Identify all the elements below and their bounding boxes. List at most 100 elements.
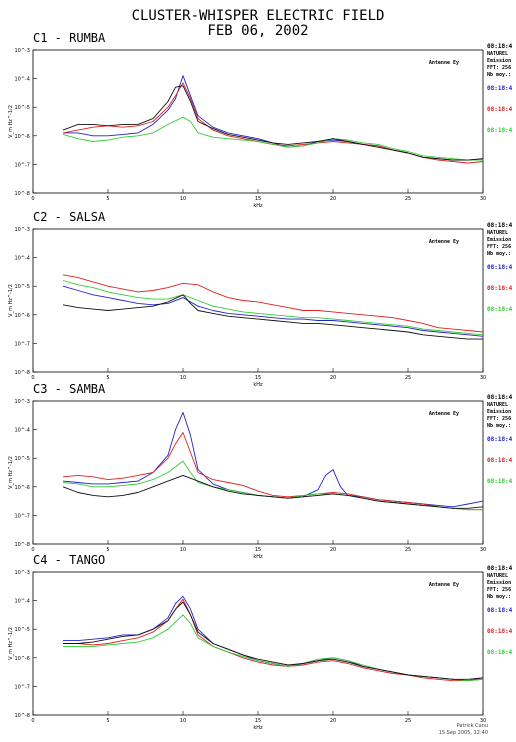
x-tick-label: 0 bbox=[31, 196, 34, 202]
plot-frame bbox=[32, 400, 484, 545]
side-label: 08:18:4 bbox=[487, 43, 513, 50]
x-tick-label: 15 bbox=[255, 718, 261, 724]
side-label: 08:18:4 bbox=[487, 565, 513, 572]
side-label: Emission bbox=[487, 58, 511, 64]
x-tick-label: 25 bbox=[405, 547, 411, 553]
x-tick-label: 10 bbox=[180, 547, 186, 553]
series-line-red bbox=[62, 82, 484, 164]
panels: C1 - RUMBA 10^-8 10^-7 10^-6 10^-5 10^-4 10^-3… bbox=[8, 31, 513, 731]
x-tick-label: 10 bbox=[180, 196, 186, 202]
y-tick-label: 10^-7 bbox=[14, 684, 30, 690]
side-label: 08:18:4 bbox=[487, 264, 513, 271]
y-axis-label: V_m Hz^-1/2 bbox=[8, 627, 14, 660]
x-tick-label: 10 bbox=[180, 375, 186, 381]
x-tick-label: 20 bbox=[330, 196, 336, 202]
series-line-black bbox=[62, 474, 484, 509]
x-tick-label: 25 bbox=[405, 375, 411, 381]
chart-panel: C1 - RUMBA 10^-8 10^-7 10^-6 10^-5 10^-4 10^-3… bbox=[8, 31, 513, 209]
y-axis-label: V_m Hz^-1/2 bbox=[8, 284, 14, 317]
side-label: 08:18:4 bbox=[487, 285, 513, 292]
side-label: 08:18:4 bbox=[487, 394, 513, 401]
x-tick-label: 0 bbox=[31, 718, 34, 724]
side-label: 08:18:4 bbox=[487, 106, 513, 113]
x-tick-label: 25 bbox=[405, 718, 411, 724]
side-label: 08:18:4 bbox=[487, 457, 513, 464]
series-line-green bbox=[62, 460, 483, 511]
y-tick-label: 10^-8 bbox=[14, 713, 30, 719]
y-tick-label: 10^-5 bbox=[14, 456, 30, 462]
y-tick-label: 10^-5 bbox=[14, 284, 30, 290]
side-label: 08:18:4 bbox=[487, 649, 513, 656]
y-tick-label: 10^-4 bbox=[14, 77, 30, 83]
side-label: Nb moy.: bbox=[487, 594, 511, 600]
y-tick-label: 10^-3 bbox=[14, 227, 30, 233]
credit-date: 15 Sep 2005, 12:40 bbox=[439, 730, 488, 736]
y-tick-label: 10^-8 bbox=[14, 370, 30, 376]
series-line-blue bbox=[63, 595, 484, 682]
side-label: Emission bbox=[487, 580, 511, 586]
series-line-green bbox=[63, 614, 484, 682]
x-tick-label: 15 bbox=[255, 196, 261, 202]
series-line-red bbox=[63, 598, 484, 682]
y-tick-label: 10^-5 bbox=[14, 627, 30, 633]
side-label: 08:18:4 bbox=[487, 306, 513, 313]
panel-title: C4 - TANGO bbox=[33, 553, 105, 567]
x-tick-label: 20 bbox=[330, 375, 336, 381]
side-label: Emission bbox=[487, 237, 511, 243]
side-label: NATUREL bbox=[487, 402, 508, 408]
side-label: 08:18:4 bbox=[487, 85, 513, 92]
figure-title-line1: CLUSTER-WHISPER ELECTRIC FIELD bbox=[132, 8, 385, 24]
y-tick-label: 10^-4 bbox=[14, 599, 30, 605]
side-label: FFT: 256 bbox=[487, 244, 511, 250]
x-tick-label: 20 bbox=[330, 718, 336, 724]
side-label: 08:18:4 bbox=[487, 127, 513, 134]
x-tick-label: 0 bbox=[31, 375, 34, 381]
x-tick-label: 5 bbox=[106, 196, 109, 202]
y-tick-label: 10^-3 bbox=[14, 48, 30, 54]
plot-frame bbox=[32, 49, 484, 194]
panel-title: C2 - SALSA bbox=[33, 210, 106, 224]
antenna-annotation: Antenne Ey bbox=[429, 60, 459, 66]
x-tick-label: 0 bbox=[31, 547, 34, 553]
antenna-annotation: Antenne Ey bbox=[429, 239, 459, 245]
y-tick-label: 10^-4 bbox=[14, 428, 30, 434]
y-tick-label: 10^-6 bbox=[14, 485, 30, 491]
series-line-red bbox=[62, 274, 484, 333]
y-tick-label: 10^-6 bbox=[14, 134, 30, 140]
credit-author: Patrick Canu bbox=[457, 723, 488, 729]
side-label: FFT: 256 bbox=[487, 587, 511, 593]
x-tick-label: 5 bbox=[106, 547, 109, 553]
side-label: FFT: 256 bbox=[487, 416, 511, 422]
panel-title: C1 - RUMBA bbox=[33, 31, 106, 45]
y-axis-label: V_m Hz^-1/2 bbox=[8, 105, 14, 138]
x-axis-label: kHz bbox=[253, 382, 263, 388]
series-line-black bbox=[62, 85, 484, 161]
x-tick-label: 15 bbox=[255, 375, 261, 381]
y-tick-label: 10^-8 bbox=[14, 191, 30, 197]
antenna-annotation: Antenne Ey bbox=[429, 411, 459, 417]
series-line-green bbox=[62, 280, 484, 336]
side-label: NATUREL bbox=[487, 573, 508, 579]
figure-title-line2: FEB 06, 2002 bbox=[207, 23, 308, 39]
y-tick-label: 10^-6 bbox=[14, 656, 30, 662]
side-label: Emission bbox=[487, 409, 511, 415]
plot-frame bbox=[32, 228, 484, 373]
y-tick-label: 10^-7 bbox=[14, 162, 30, 168]
x-tick-label: 20 bbox=[330, 547, 336, 553]
chart-panel: C2 - SALSA 10^-8 10^-7 10^-6 10^-5 10^-4 10^-3… bbox=[8, 210, 513, 388]
side-label: 08:18:4 bbox=[487, 436, 513, 443]
y-tick-label: 10^-4 bbox=[14, 256, 30, 262]
side-label: 08:18:4 bbox=[487, 222, 513, 229]
side-label: Nb moy.: bbox=[487, 423, 511, 429]
y-tick-label: 10^-6 bbox=[14, 313, 30, 319]
y-axis-label: V_m Hz^-1/2 bbox=[8, 456, 14, 489]
series-line-blue bbox=[63, 75, 484, 161]
x-tick-label: 30 bbox=[480, 547, 486, 553]
series-line-blue bbox=[62, 285, 484, 337]
x-axis-label: kHz bbox=[253, 725, 263, 731]
series-line-green bbox=[62, 116, 483, 161]
y-tick-label: 10^-7 bbox=[14, 341, 30, 347]
y-tick-label: 10^-3 bbox=[14, 570, 30, 576]
x-tick-label: 5 bbox=[106, 375, 109, 381]
x-tick-label: 30 bbox=[480, 196, 486, 202]
